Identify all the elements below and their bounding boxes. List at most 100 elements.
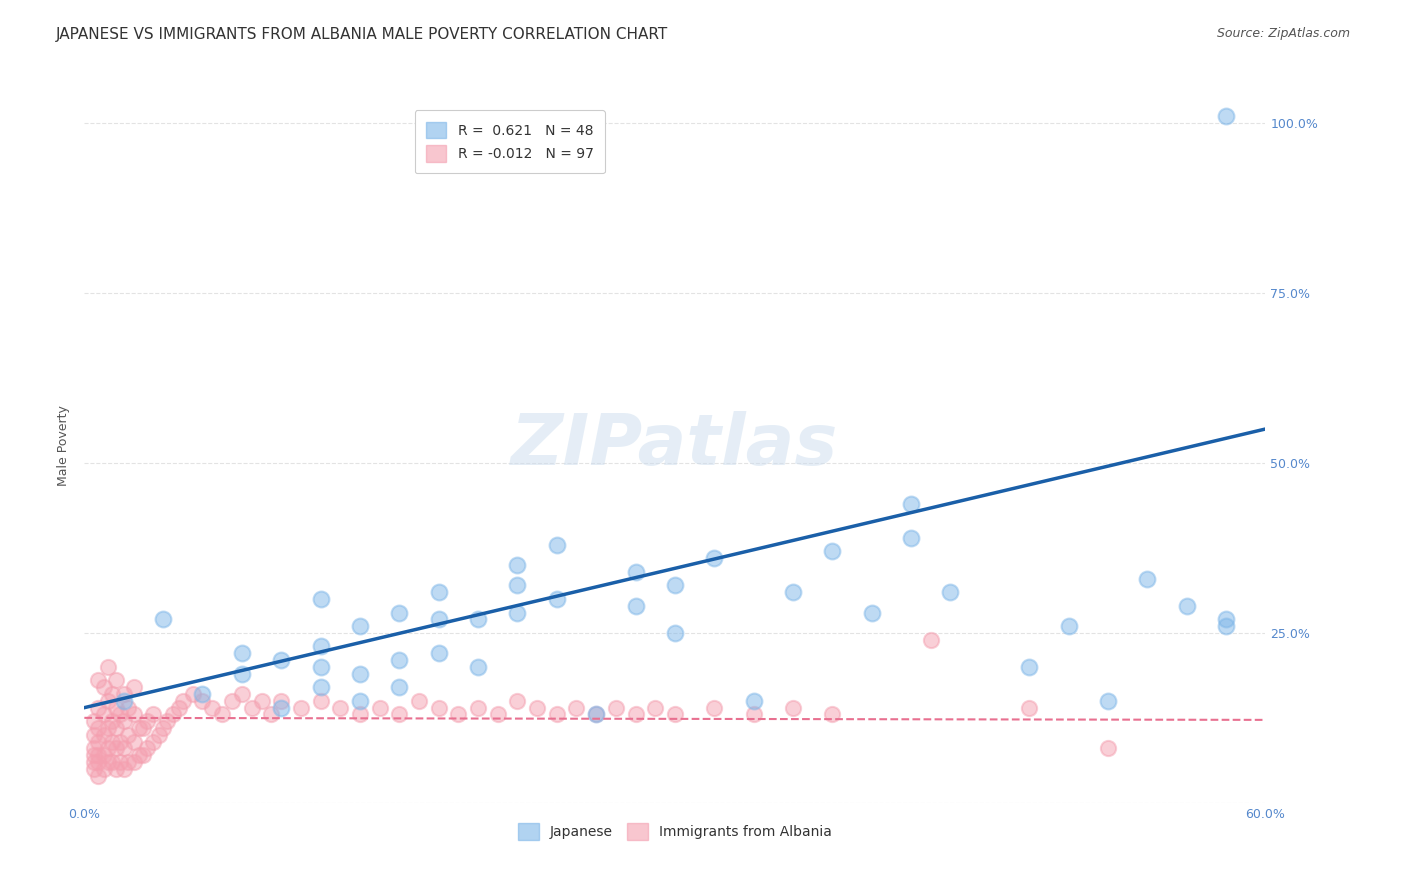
Point — [108, 734, 131, 748]
Point — [211, 707, 233, 722]
Point — [162, 707, 184, 722]
Point — [260, 707, 283, 722]
Point — [290, 700, 312, 714]
Point — [427, 646, 450, 660]
Point — [128, 721, 150, 735]
Point — [703, 551, 725, 566]
Point — [104, 700, 127, 714]
Point — [427, 612, 450, 626]
Point — [97, 660, 120, 674]
Point — [93, 762, 115, 776]
Point — [97, 721, 120, 735]
Text: ZIPatlas: ZIPatlas — [512, 411, 838, 481]
Point — [83, 728, 105, 742]
Point — [782, 585, 804, 599]
Point — [108, 755, 131, 769]
Point — [83, 762, 105, 776]
Y-axis label: Male Poverty: Male Poverty — [58, 406, 70, 486]
Point — [108, 707, 131, 722]
Point — [181, 687, 204, 701]
Point — [388, 680, 411, 694]
Point — [664, 707, 686, 722]
Point — [388, 707, 411, 722]
Point — [240, 700, 263, 714]
Point — [132, 748, 155, 763]
Point — [231, 666, 253, 681]
Point — [231, 646, 253, 660]
Point — [191, 694, 214, 708]
Point — [860, 606, 883, 620]
Point — [142, 707, 165, 722]
Point — [136, 741, 159, 756]
Point — [1215, 612, 1237, 626]
Point — [87, 734, 110, 748]
Point — [644, 700, 666, 714]
Point — [1215, 109, 1237, 123]
Point — [101, 714, 124, 729]
Point — [546, 707, 568, 722]
Point — [104, 721, 127, 735]
Point — [191, 687, 214, 701]
Point — [821, 707, 844, 722]
Point — [97, 694, 120, 708]
Point — [112, 714, 135, 729]
Point — [349, 619, 371, 633]
Point — [585, 707, 607, 722]
Point — [408, 694, 430, 708]
Point — [309, 680, 332, 694]
Point — [117, 700, 139, 714]
Point — [624, 565, 647, 579]
Point — [506, 578, 529, 592]
Point — [93, 707, 115, 722]
Point — [250, 694, 273, 708]
Point — [117, 728, 139, 742]
Point — [87, 755, 110, 769]
Point — [221, 694, 243, 708]
Point — [97, 755, 120, 769]
Point — [467, 700, 489, 714]
Point — [329, 700, 352, 714]
Point — [605, 700, 627, 714]
Point — [506, 694, 529, 708]
Point — [1018, 700, 1040, 714]
Point — [467, 612, 489, 626]
Point — [1215, 619, 1237, 633]
Point — [703, 700, 725, 714]
Point — [104, 762, 127, 776]
Point — [83, 714, 105, 729]
Point — [900, 497, 922, 511]
Legend: Japanese, Immigrants from Albania: Japanese, Immigrants from Albania — [513, 818, 837, 846]
Point — [939, 585, 962, 599]
Point — [585, 707, 607, 722]
Point — [83, 748, 105, 763]
Point — [83, 741, 105, 756]
Point — [87, 700, 110, 714]
Text: Source: ZipAtlas.com: Source: ZipAtlas.com — [1216, 27, 1350, 40]
Point — [112, 741, 135, 756]
Point — [101, 755, 124, 769]
Point — [270, 694, 292, 708]
Point — [664, 578, 686, 592]
Point — [104, 673, 127, 688]
Point — [506, 558, 529, 572]
Point — [782, 700, 804, 714]
Point — [156, 714, 179, 729]
Point — [447, 707, 470, 722]
Point — [1097, 741, 1119, 756]
Point — [122, 707, 145, 722]
Point — [427, 585, 450, 599]
Point — [112, 694, 135, 708]
Text: JAPANESE VS IMMIGRANTS FROM ALBANIA MALE POVERTY CORRELATION CHART: JAPANESE VS IMMIGRANTS FROM ALBANIA MALE… — [56, 27, 668, 42]
Point — [546, 591, 568, 606]
Point — [546, 537, 568, 551]
Point — [87, 673, 110, 688]
Point — [309, 591, 332, 606]
Point — [900, 531, 922, 545]
Point — [112, 762, 135, 776]
Point — [506, 606, 529, 620]
Point — [87, 721, 110, 735]
Point — [1097, 694, 1119, 708]
Point — [309, 694, 332, 708]
Point — [93, 748, 115, 763]
Point — [427, 700, 450, 714]
